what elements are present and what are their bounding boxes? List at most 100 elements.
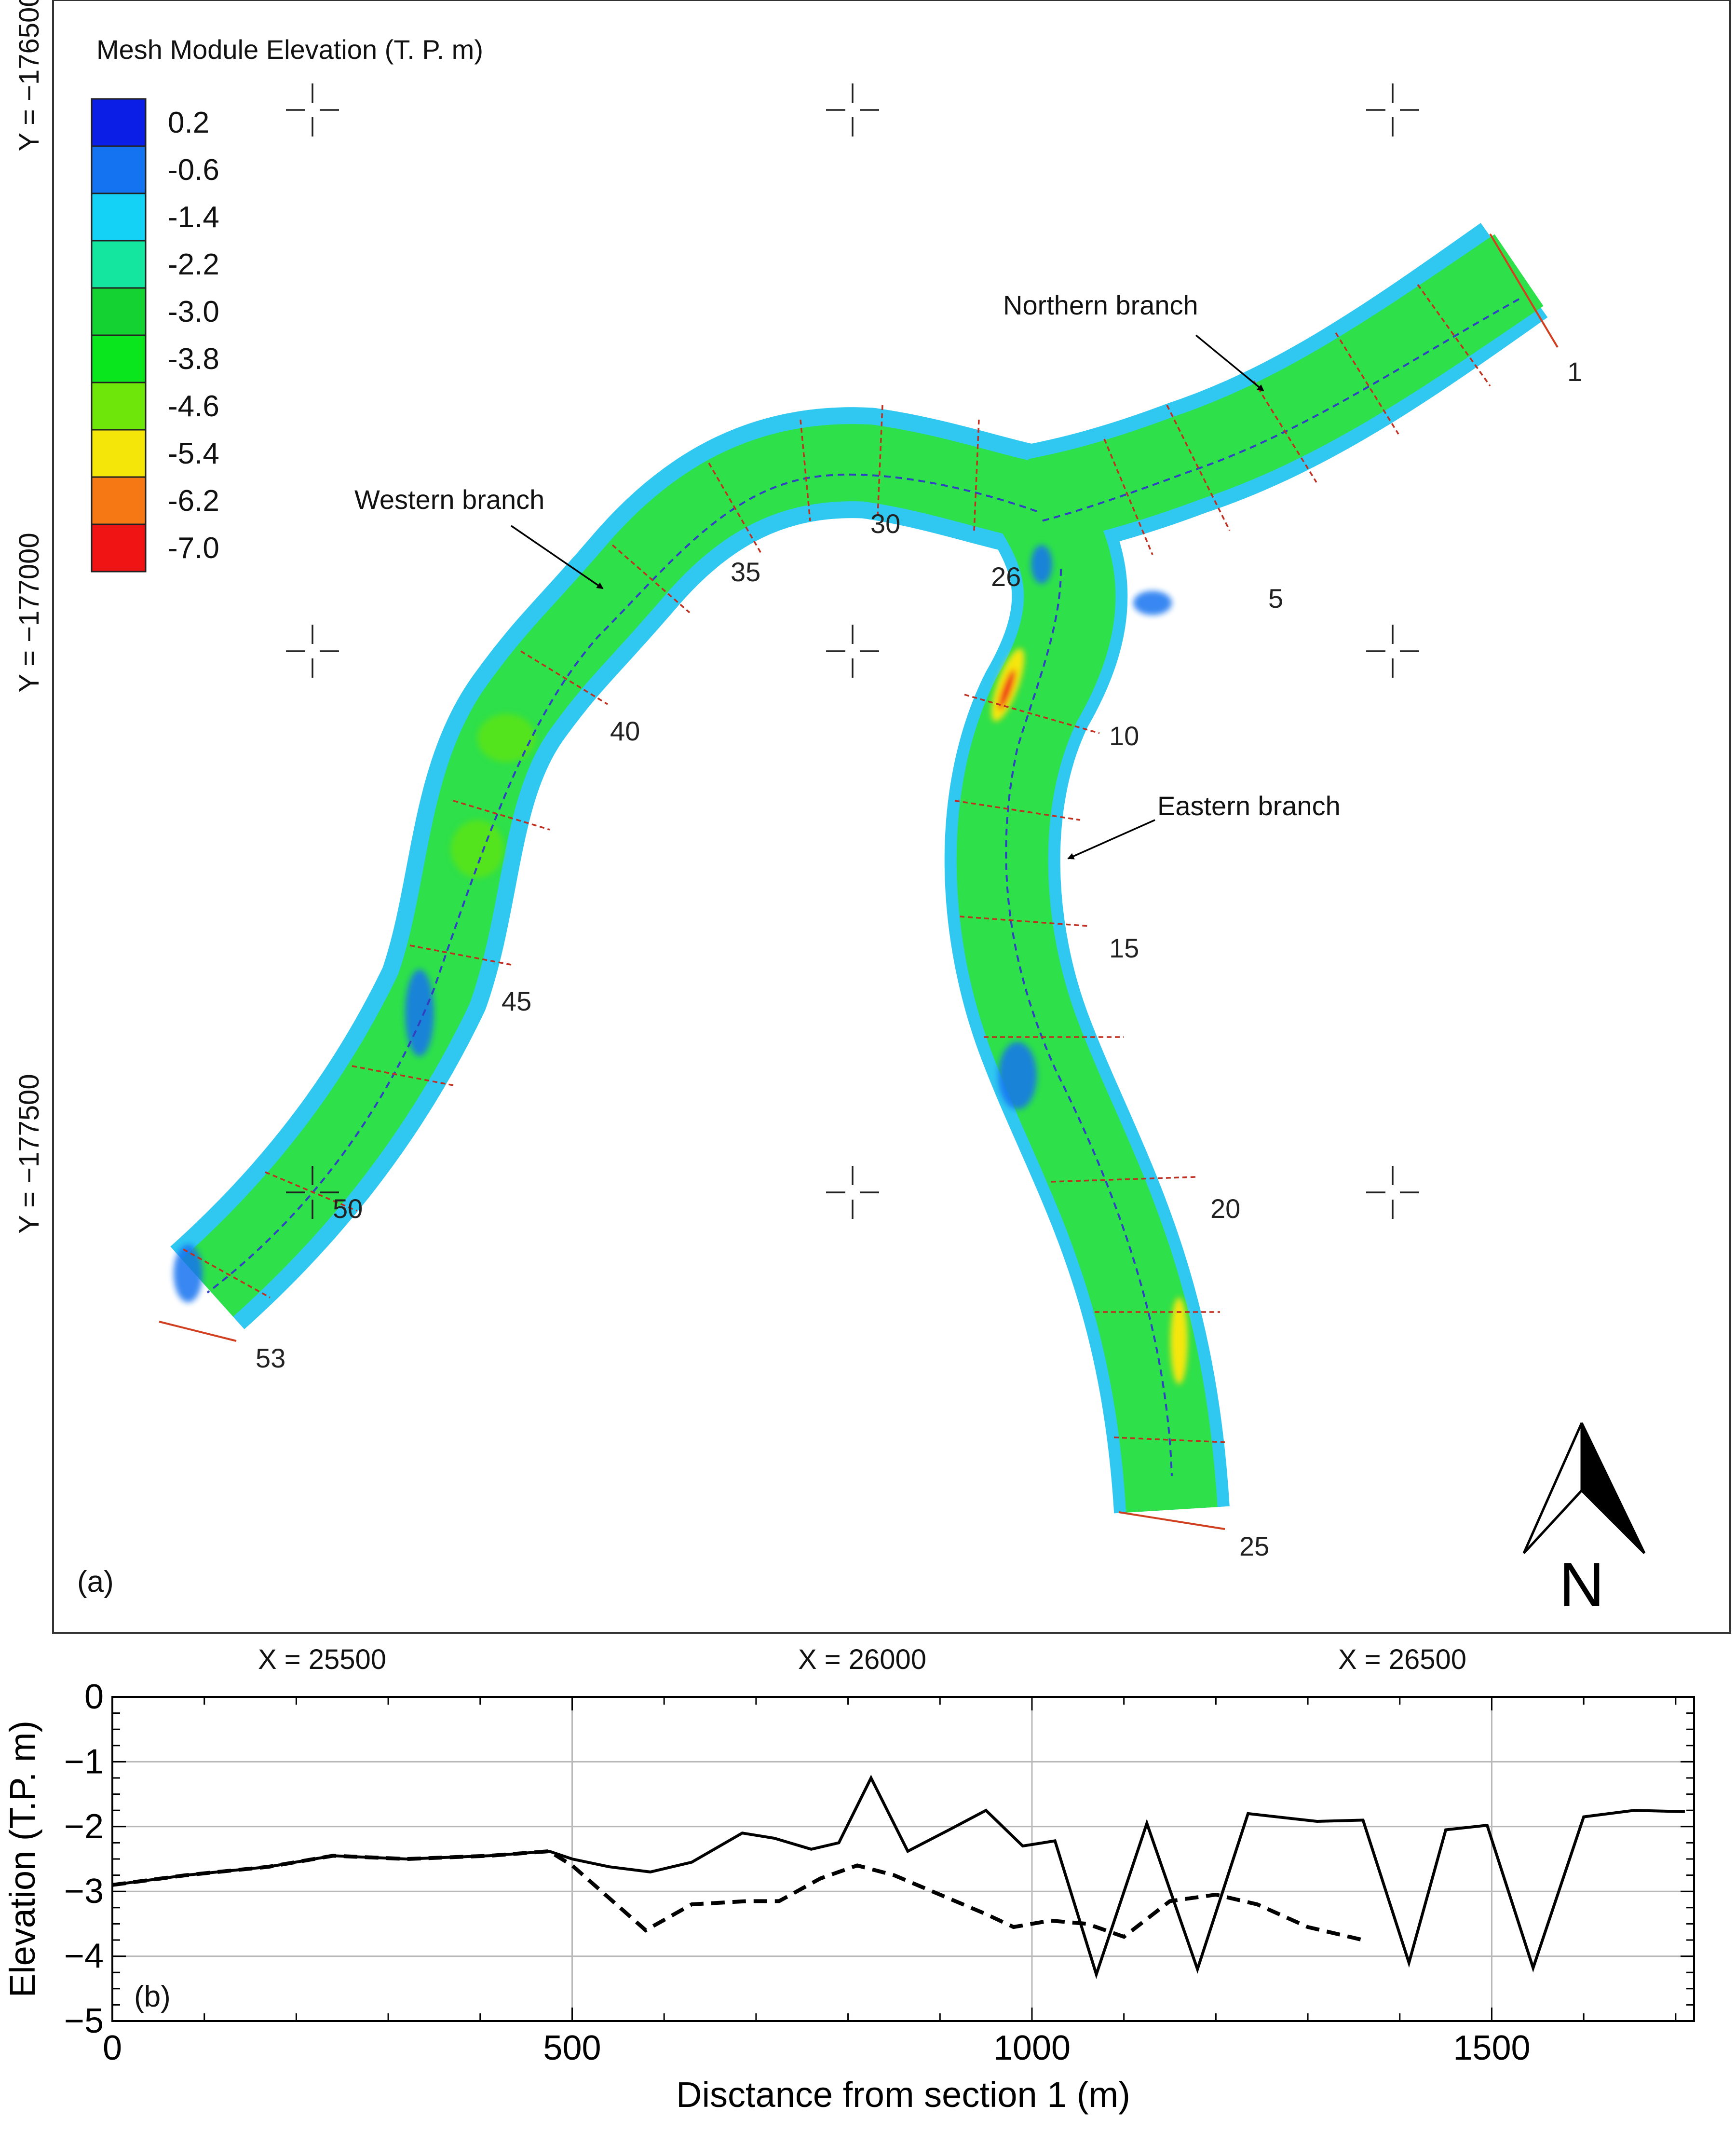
bank-outline-edge <box>1489 233 1559 348</box>
eastern-branch-channel <box>956 477 1218 1513</box>
cross-section-line <box>954 800 1081 821</box>
shallow-patch <box>998 1042 1037 1109</box>
legend-value: -2.2 <box>168 248 219 281</box>
series-line-dashed <box>112 1849 1364 1942</box>
cross-section-line <box>1166 405 1231 531</box>
y-tick-label: 0 <box>84 1678 104 1716</box>
centerline-western <box>206 473 1037 1294</box>
crosshair-marker <box>1366 1166 1419 1219</box>
y-axis-label: Elevation (T.P. m) <box>2 1721 42 1997</box>
section-number: 5 <box>1268 583 1283 614</box>
chart-ticks: 0 500 1000 1500 0 −1 −2 −3 −4 −5 <box>64 1678 1694 2067</box>
shallow-patches <box>174 545 1172 1302</box>
map-y-label: Y = −176500 <box>14 0 45 151</box>
legend-swatch <box>91 334 147 383</box>
crosshair-marker <box>286 83 339 137</box>
grid-crosshairs <box>286 83 1419 1219</box>
cross-section-line <box>973 419 980 531</box>
cross-section-line <box>708 463 763 555</box>
eastern-branch-arrow <box>1067 819 1155 860</box>
legend-swatch <box>91 429 147 478</box>
chart-series <box>112 1775 1685 1979</box>
western-branch-label: Western branch <box>354 484 544 515</box>
crosshair-marker <box>826 1166 879 1219</box>
crosshair-marker <box>286 625 339 678</box>
cross-section-line <box>611 544 691 614</box>
y-tick-label: −2 <box>64 1807 104 1846</box>
branch-annotations: Northern branch Western branch Eastern b… <box>354 290 1341 860</box>
legend-value: 0.2 <box>168 106 209 139</box>
legend-title: Mesh Module Elevation (T. P. m) <box>96 34 483 65</box>
bank-outline-edge <box>159 1321 237 1342</box>
panel-a-label: (a) <box>77 1565 114 1599</box>
y-tick-label: −3 <box>64 1872 104 1911</box>
section-number: 45 <box>502 986 531 1016</box>
chart-plot-frame <box>111 1696 1695 2022</box>
map-x-label: X = 26500 <box>1338 1644 1466 1675</box>
x-tick-label: 1500 <box>1453 2029 1530 2067</box>
cross-section-line <box>964 694 1100 734</box>
deep-spot <box>451 820 504 878</box>
y-tick-label: −5 <box>64 2002 104 2040</box>
map-y-label: Y = −177500 <box>14 1074 45 1233</box>
legend-swatch <box>91 476 147 525</box>
crosshair-marker <box>826 625 879 678</box>
section-number: 53 <box>256 1343 285 1373</box>
section-number: 1 <box>1567 356 1582 387</box>
elevation-legend: Mesh Module Elevation (T. P. m) 0.2 -0.6 -… <box>91 34 483 573</box>
shallow-patch <box>1133 591 1172 615</box>
crosshair-marker <box>286 1166 339 1219</box>
cross-section-line <box>409 944 512 966</box>
legend-value: -6.2 <box>168 484 219 518</box>
shallow-patch <box>1031 545 1052 584</box>
river-mesh <box>159 223 1559 1530</box>
deep-spot <box>998 669 1016 711</box>
centerline-northern <box>1041 298 1519 522</box>
cross-section-line <box>352 1065 454 1086</box>
cross-section-line <box>1103 438 1153 555</box>
deep-spot <box>477 714 535 762</box>
mesh-map-panel: Mesh Module Elevation (T. P. m) 0.2 -0.6 -… <box>14 0 1731 1675</box>
deep-spots <box>451 648 1188 1384</box>
deep-spot <box>1170 1298 1188 1384</box>
cross-section-line <box>453 800 550 831</box>
x-tick-label: 500 <box>543 2029 601 2067</box>
cross-section-line <box>1253 381 1317 483</box>
section-number: 40 <box>610 716 640 746</box>
cross-section-line <box>800 419 811 521</box>
shallow-patch <box>174 1244 203 1302</box>
river-channel-band <box>181 234 1544 1513</box>
x-tick-label: 1000 <box>993 2029 1071 2067</box>
section-number: 50 <box>333 1193 363 1224</box>
legend-value: -7.0 <box>168 532 219 565</box>
eastern-branch-label: Eastern branch <box>1157 791 1341 821</box>
legend-swatch <box>91 287 147 336</box>
cross-sections <box>183 284 1491 1443</box>
section-number: 35 <box>731 557 760 587</box>
section-number: 15 <box>1109 933 1139 963</box>
crosshair-marker <box>1366 625 1419 678</box>
cross-section-line <box>877 405 883 517</box>
section-number: 10 <box>1109 721 1139 751</box>
map-y-label: Y = −177000 <box>14 533 45 692</box>
north-label: N <box>1559 1549 1604 1620</box>
section-number: 25 <box>1239 1531 1269 1561</box>
legend-swatch <box>91 98 147 147</box>
map-axis-labels: X = 25500 X = 26000 X = 26500 Y = −176500 Y … <box>14 0 1466 1675</box>
northern-branch-arrow <box>1195 334 1264 392</box>
bank-outline-edge <box>1118 1511 1225 1530</box>
crosshair-marker <box>826 83 879 137</box>
north-arrow-icon: N <box>1522 1422 1646 1620</box>
cross-section-line <box>959 916 1090 927</box>
legend-value: -4.6 <box>168 390 219 423</box>
centerlines <box>206 298 1519 1476</box>
legend-items: 0.2 -0.6 -1.4 -2.2 -3.0 -3.8 -4.6 -5.4 -6.2 -7.0 <box>91 98 219 573</box>
bank-outline <box>159 233 1559 1530</box>
panel-b-label: (b) <box>134 1980 171 2013</box>
legend-swatch <box>91 382 147 431</box>
section-number: 20 <box>1210 1193 1240 1224</box>
legend-swatch <box>91 523 147 573</box>
legend-swatch <box>91 192 147 242</box>
map-x-label: X = 26000 <box>798 1644 926 1675</box>
